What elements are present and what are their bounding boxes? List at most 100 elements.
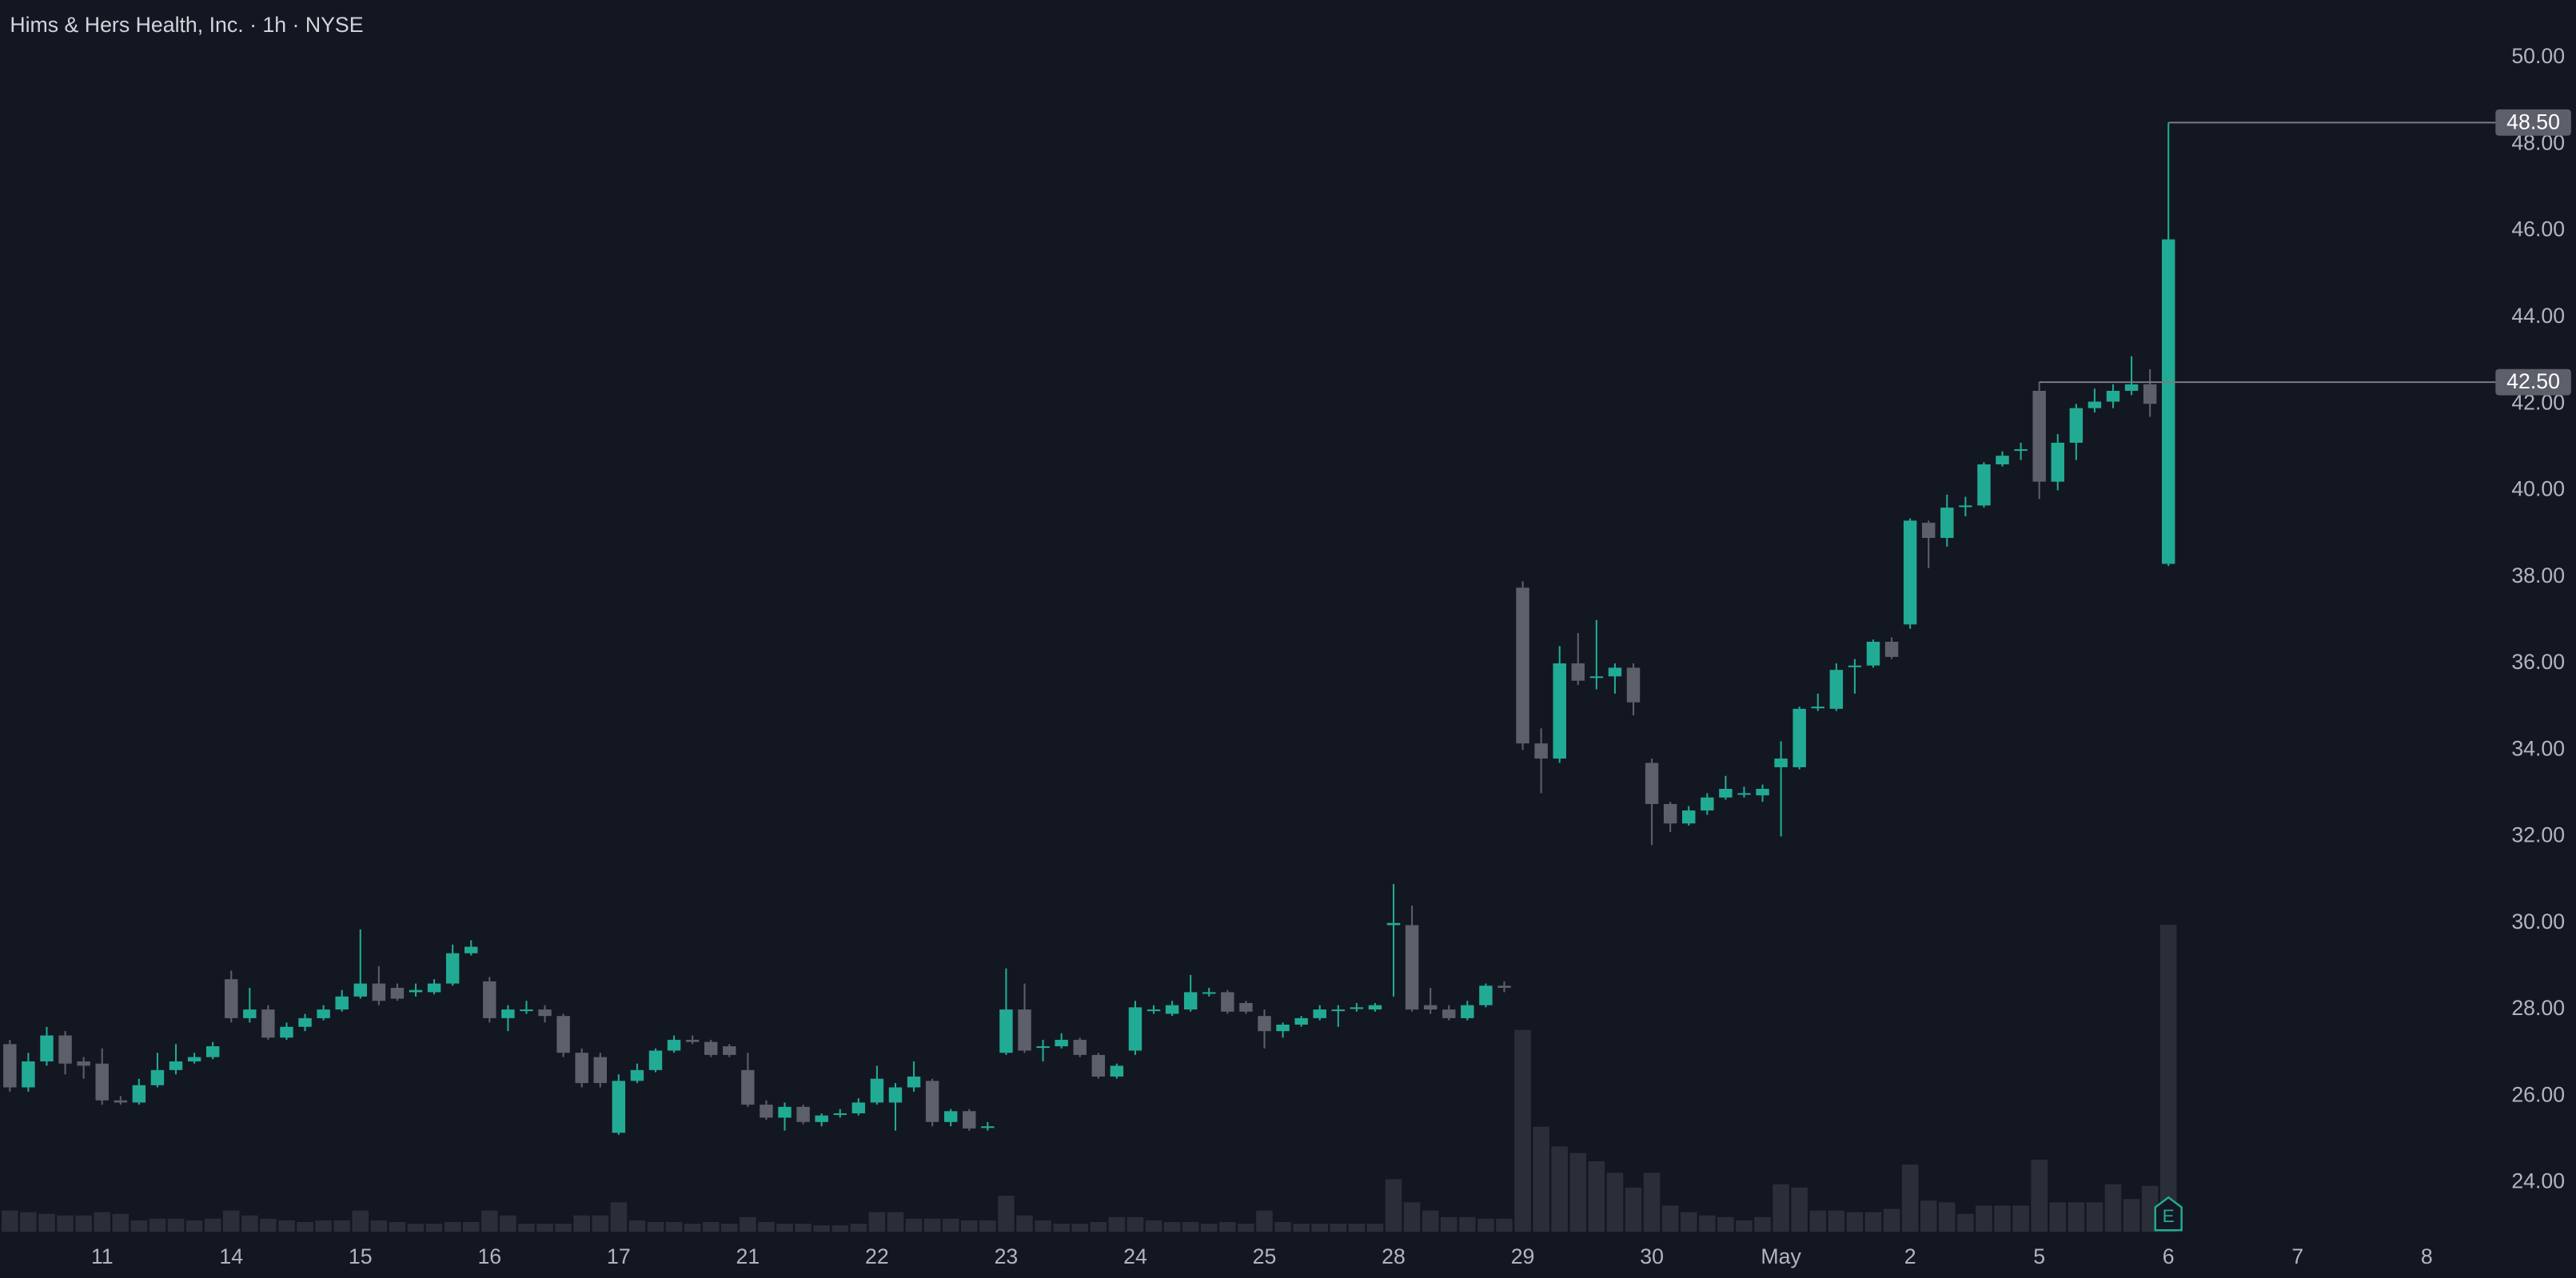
volume-bar	[1864, 1212, 1882, 1232]
candle-body	[2161, 239, 2175, 564]
volume-bar	[149, 1218, 166, 1232]
candle-body	[40, 1035, 54, 1062]
volume-bar	[1440, 1216, 1457, 1232]
volume-bar	[831, 1225, 849, 1232]
volume-bar	[1477, 1218, 1494, 1232]
volume-bar	[2104, 1184, 2122, 1232]
candle-body	[1202, 992, 1216, 994]
candle-body	[593, 1057, 607, 1084]
x-tick-label: 17	[607, 1244, 631, 1268]
candle-body	[612, 1081, 626, 1133]
candle-body	[1922, 523, 1936, 539]
volume-bar	[1533, 1126, 1549, 1232]
candle-body	[943, 1111, 958, 1122]
volume-bar	[370, 1220, 388, 1232]
candle-body	[1331, 1009, 1346, 1012]
candle-body	[427, 983, 441, 993]
volume-bar	[1459, 1216, 1476, 1232]
candle-body	[760, 1105, 773, 1118]
candle-body	[1461, 1005, 1474, 1018]
volume-bar	[1403, 1202, 1421, 1232]
volume-bar	[1680, 1212, 1697, 1232]
x-tick-label: 21	[736, 1244, 760, 1268]
x-tick-label: May	[1761, 1244, 1801, 1268]
volume-bar	[1163, 1221, 1181, 1232]
candle-body	[1405, 925, 1419, 1010]
volume-bar	[518, 1224, 535, 1232]
candle-body	[1589, 676, 1604, 679]
candle-body	[1497, 985, 1511, 988]
candle-body	[1239, 1002, 1253, 1012]
candle-body	[132, 1085, 146, 1103]
x-tick-label: 14	[219, 1244, 243, 1268]
x-tick-label: 22	[865, 1244, 889, 1268]
candle-body	[372, 983, 386, 1001]
candle-body	[538, 1009, 552, 1017]
candle-body	[851, 1102, 866, 1113]
y-tick-label: 28.00	[2511, 996, 2565, 1020]
candle-body	[1534, 743, 1548, 759]
volume-bar	[923, 1218, 941, 1232]
candle-body	[317, 1009, 330, 1018]
volume-bar	[1901, 1165, 1919, 1232]
volume-bar	[2012, 1205, 2029, 1232]
volume-bar	[665, 1221, 683, 1232]
x-tick-label: 25	[1253, 1244, 1277, 1268]
x-tick-label: 29	[1511, 1244, 1535, 1268]
volume-bar	[1256, 1210, 1273, 1232]
candle-body	[1294, 1017, 1308, 1025]
candle-body	[2143, 384, 2157, 404]
volume-bar	[333, 1220, 350, 1232]
candle-body	[2032, 390, 2046, 482]
volume-bar	[1311, 1224, 1328, 1232]
price-marker-box	[2495, 368, 2571, 396]
candle-body	[1645, 762, 1659, 804]
y-tick-label: 30.00	[2511, 910, 2565, 934]
volume-bar	[1330, 1224, 1347, 1232]
volume-bar	[2086, 1202, 2103, 1232]
volume-bar	[702, 1221, 720, 1232]
candle-body	[261, 1009, 275, 1038]
volume-bar	[1016, 1215, 1033, 1232]
x-tick-label: 30	[1640, 1244, 1664, 1268]
x-tick-label: 11	[91, 1244, 114, 1268]
candle-body	[150, 1069, 165, 1085]
candle-body	[187, 1057, 201, 1062]
volume-bar	[1920, 1200, 1937, 1232]
x-tick-label: 24	[1123, 1244, 1147, 1268]
candle-body	[520, 1009, 533, 1012]
volume-bar	[628, 1220, 646, 1232]
candle-body	[1701, 797, 1714, 811]
candle-body	[1128, 1007, 1142, 1051]
volume-bar	[850, 1224, 867, 1232]
volume-bar	[1736, 1220, 1753, 1232]
candle-body	[2088, 401, 2102, 408]
volume-bar	[555, 1224, 572, 1232]
candle-body	[280, 1026, 293, 1038]
volume-bar	[500, 1215, 516, 1232]
volume-bar	[2141, 1185, 2159, 1232]
candle-body	[1110, 1065, 1124, 1077]
volume-bar	[942, 1218, 959, 1232]
candle-body	[1792, 708, 1806, 767]
candle-body	[630, 1069, 644, 1081]
candle-body	[723, 1046, 736, 1055]
volume-bar	[1348, 1224, 1366, 1232]
volume-bar	[1809, 1210, 1827, 1232]
volume-bar	[573, 1215, 590, 1232]
candle-body	[1146, 1009, 1161, 1012]
candle-body	[1977, 464, 1991, 506]
candle-body	[1553, 663, 1566, 759]
candle-body	[445, 953, 460, 984]
y-tick-label: 32.00	[2511, 823, 2565, 847]
y-tick-label: 38.00	[2511, 563, 2565, 587]
volume-bar	[222, 1210, 240, 1232]
candle-body	[1442, 1009, 1456, 1018]
volume-bar	[740, 1216, 756, 1232]
volume-bar	[2049, 1202, 2067, 1232]
price-marker-box	[2495, 109, 2571, 136]
candle-body	[1479, 985, 1493, 1005]
candle-body	[907, 1076, 921, 1088]
candle-body	[465, 946, 478, 954]
